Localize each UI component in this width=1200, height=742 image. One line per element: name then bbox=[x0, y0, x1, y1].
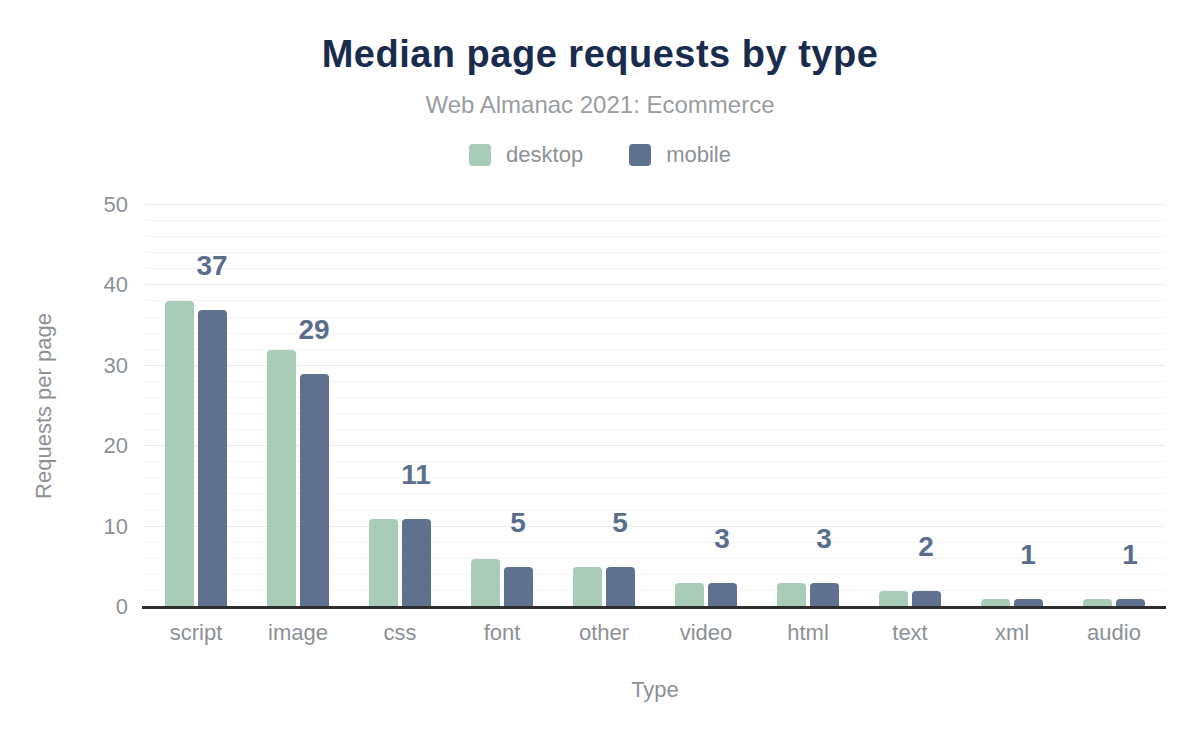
mobile-bar bbox=[912, 591, 941, 607]
x-axis-line bbox=[142, 606, 1166, 609]
legend-item-mobile: mobile bbox=[629, 142, 731, 168]
x-tick-label: video bbox=[655, 620, 757, 646]
value-label: 3 bbox=[816, 525, 832, 553]
legend-item-desktop: desktop bbox=[469, 142, 583, 168]
legend-label: desktop bbox=[506, 142, 583, 168]
value-label: 5 bbox=[510, 509, 526, 537]
x-tick-label: text bbox=[859, 620, 961, 646]
x-tick-label: other bbox=[553, 620, 655, 646]
value-label: 3 bbox=[714, 525, 730, 553]
chart-subtitle: Web Almanac 2021: Ecommerce bbox=[0, 91, 1200, 119]
legend-label: mobile bbox=[666, 142, 731, 168]
value-label: 2 bbox=[918, 533, 934, 561]
y-tick-label: 40 bbox=[68, 272, 128, 298]
x-tick-label: html bbox=[757, 620, 859, 646]
desktop-bar bbox=[573, 567, 602, 607]
y-tick-label: 10 bbox=[68, 514, 128, 540]
legend-swatch-icon bbox=[469, 144, 491, 166]
x-tick-label: css bbox=[349, 620, 451, 646]
x-tick-label: font bbox=[451, 620, 553, 646]
desktop-bar bbox=[267, 350, 296, 607]
value-label: 11 bbox=[401, 461, 431, 489]
value-label: 1 bbox=[1122, 541, 1138, 569]
desktop-bar bbox=[165, 301, 194, 607]
bar-group-video: 3 bbox=[655, 205, 757, 607]
mobile-bar bbox=[708, 583, 737, 607]
legend: desktop mobile bbox=[0, 142, 1200, 168]
desktop-bar bbox=[369, 519, 398, 607]
x-tick-label: xml bbox=[961, 620, 1063, 646]
bar-group-html: 3 bbox=[757, 205, 859, 607]
desktop-bar bbox=[879, 591, 908, 607]
desktop-bar bbox=[675, 583, 704, 607]
value-label: 29 bbox=[298, 316, 329, 344]
x-axis-labels: scriptimagecssfontothervideohtmltextxmla… bbox=[145, 620, 1165, 646]
desktop-bar bbox=[471, 559, 500, 607]
bar-group-font: 5 bbox=[451, 205, 553, 607]
bar-group-css: 11 bbox=[349, 205, 451, 607]
bar-group-image: 29 bbox=[247, 205, 349, 607]
y-tick-label: 20 bbox=[68, 433, 128, 459]
mobile-bar bbox=[300, 374, 329, 607]
y-axis-title: Requests per page bbox=[31, 313, 57, 499]
plot-area: 01020304050 3729115533211 scriptimagecss… bbox=[145, 205, 1165, 607]
legend-swatch-icon bbox=[629, 144, 651, 166]
mobile-bar bbox=[402, 519, 431, 607]
bar-groups: 3729115533211 bbox=[145, 205, 1165, 607]
y-tick-label: 30 bbox=[68, 353, 128, 379]
desktop-bar bbox=[777, 583, 806, 607]
mobile-bar bbox=[504, 567, 533, 607]
chart-canvas: Median page requests by type Web Almanac… bbox=[0, 0, 1200, 742]
bar-group-script: 37 bbox=[145, 205, 247, 607]
y-tick-label: 0 bbox=[68, 594, 128, 620]
mobile-bar bbox=[810, 583, 839, 607]
bar-group-xml: 1 bbox=[961, 205, 1063, 607]
bar-group-text: 2 bbox=[859, 205, 961, 607]
chart-title: Median page requests by type bbox=[0, 33, 1200, 76]
value-label: 5 bbox=[612, 509, 628, 537]
y-tick-label: 50 bbox=[68, 192, 128, 218]
value-label: 37 bbox=[196, 252, 227, 280]
x-axis-title: Type bbox=[145, 677, 1165, 703]
bar-group-audio: 1 bbox=[1063, 205, 1165, 607]
x-tick-label: image bbox=[247, 620, 349, 646]
mobile-bar bbox=[606, 567, 635, 607]
value-label: 1 bbox=[1020, 541, 1036, 569]
x-tick-label: script bbox=[145, 620, 247, 646]
mobile-bar bbox=[198, 310, 227, 607]
x-tick-label: audio bbox=[1063, 620, 1165, 646]
bar-group-other: 5 bbox=[553, 205, 655, 607]
